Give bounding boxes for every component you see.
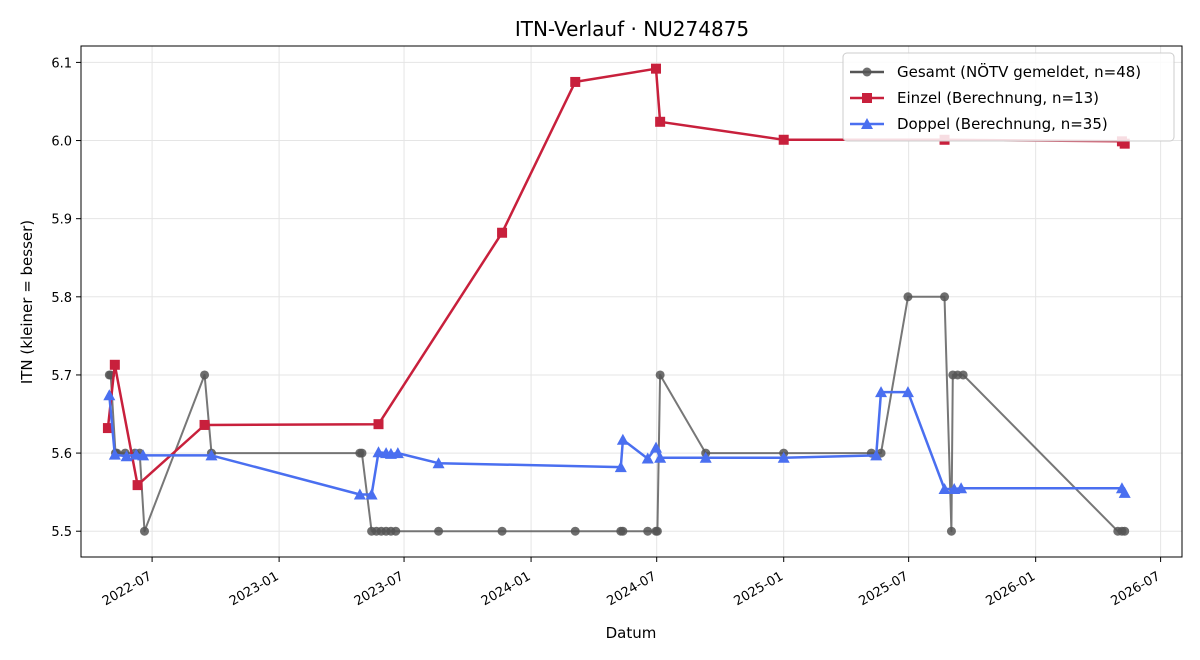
data-point [655, 370, 665, 380]
y-tick-label: 5.6 [51, 447, 72, 462]
data-point [365, 488, 378, 500]
data-point [1118, 486, 1131, 498]
legend-label: Doppel (Berechnung, n=35) [897, 115, 1108, 133]
data-point [875, 386, 888, 398]
legend: Gesamt (NÖTV gemeldet, n=48) Einzel (Bere… [842, 52, 1175, 142]
data-point [497, 526, 507, 536]
data-point [777, 451, 790, 463]
data-point [650, 441, 663, 453]
legend-label: Gesamt (NÖTV gemeldet, n=48) [897, 62, 1141, 81]
data-point [618, 526, 628, 536]
data-point [654, 451, 667, 463]
series-circle [104, 292, 1130, 536]
legend-marker [862, 93, 872, 103]
y-axis-title: ITN (kleiner = besser) [18, 220, 36, 384]
data-point [372, 446, 385, 458]
plot-area-frame [80, 45, 1183, 558]
data-point [1120, 526, 1130, 536]
series-line [109, 295, 1125, 533]
data-point [616, 433, 629, 445]
data-point [1119, 138, 1130, 149]
data-point [199, 419, 210, 430]
data-point [651, 63, 662, 74]
series-line [108, 390, 1126, 496]
data-point [132, 480, 143, 491]
data-point [778, 134, 789, 145]
chart-title: ITN-Verlauf · NU274875 [515, 17, 749, 41]
data-point [955, 482, 968, 494]
data-point [140, 526, 150, 536]
data-point [205, 449, 218, 461]
data-point [373, 419, 384, 430]
y-tick-label: 6.0 [51, 135, 72, 150]
y-tick-label: 5.8 [51, 291, 72, 306]
data-point [137, 449, 150, 461]
data-point [353, 488, 366, 500]
legend-label: Einzel (Berechnung, n=13) [897, 89, 1099, 107]
legend-marker [861, 118, 873, 129]
y-tick-label: 6.1 [51, 56, 72, 71]
legend-marker [862, 67, 872, 77]
data-point [901, 386, 914, 398]
data-point [870, 449, 883, 461]
x-axis-title: Datum [606, 624, 657, 642]
data-point [432, 457, 445, 469]
data-point [120, 450, 133, 462]
data-point [655, 116, 666, 127]
legend-box [842, 52, 1175, 142]
series-triangle [103, 386, 1131, 500]
data-point [102, 423, 113, 434]
data-point [946, 526, 956, 536]
data-point [699, 451, 712, 463]
y-tick-label: 5.5 [51, 525, 72, 540]
data-point [109, 359, 120, 370]
data-point [958, 370, 968, 380]
data-point [357, 448, 367, 458]
y-axis: 5.5 5.6 5.7 5.8 5.9 6.0 6.1 [51, 56, 81, 540]
data-point [108, 448, 121, 460]
data-point [641, 452, 654, 464]
data-point [652, 526, 662, 536]
data-point [938, 483, 951, 495]
y-tick-label: 5.9 [51, 213, 72, 228]
data-point [570, 526, 580, 536]
data-point [391, 526, 401, 536]
data-point [434, 526, 444, 536]
data-point [200, 370, 210, 380]
data-point [103, 389, 116, 401]
data-point [940, 292, 950, 302]
data-point [614, 461, 627, 473]
data-point [391, 447, 404, 459]
y-tick-label: 5.7 [51, 369, 72, 384]
data-point [903, 292, 913, 302]
data-point [643, 526, 653, 536]
data-point [570, 76, 581, 87]
data-point [497, 227, 508, 238]
